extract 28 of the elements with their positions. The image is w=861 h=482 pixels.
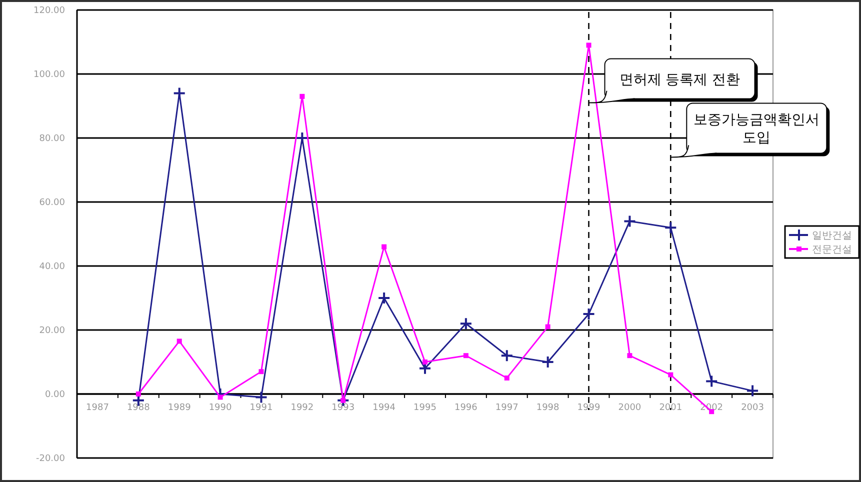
y-tick-label: -20.00 — [36, 454, 66, 464]
y-tick-label: 100.00 — [34, 70, 66, 80]
x-tick-label: 1999 — [577, 403, 600, 413]
y-tick-label: 80.00 — [39, 134, 66, 144]
x-tick-label: 1989 — [168, 403, 192, 413]
y-tick-label: 60.00 — [39, 198, 66, 208]
x-tick-label: 1993 — [332, 403, 355, 413]
legend-label: 일반건설 — [812, 230, 852, 242]
x-tick-label: 1996 — [454, 403, 478, 413]
x-tick-label: 2001 — [659, 403, 682, 413]
annotation: 보증가능금액확인서 도입 — [694, 112, 820, 146]
x-tick-label: 1995 — [414, 403, 436, 413]
x-tick-label: 1987 — [86, 403, 109, 413]
legend-label: 전문건설 — [812, 244, 852, 256]
y-tick-label: 20.00 — [39, 326, 66, 336]
x-tick-label: 2003 — [741, 403, 764, 413]
y-tick-label: 40.00 — [39, 262, 66, 272]
y-tick-label: 0.00 — [44, 390, 66, 400]
x-tick-label: 1994 — [372, 403, 396, 413]
y-tick-label: 120.00 — [34, 6, 66, 16]
x-tick-label: 1992 — [290, 403, 314, 413]
annotation: 면허제 등록제 전환 — [619, 72, 740, 88]
x-tick-label: 1991 — [250, 403, 273, 413]
x-tick-label: 1988 — [126, 403, 150, 413]
x-tick-label: 2000 — [618, 403, 642, 413]
x-tick-label: 1998 — [536, 403, 560, 413]
x-tick-label: 1990 — [208, 403, 232, 413]
x-tick-label: 1997 — [495, 403, 518, 413]
